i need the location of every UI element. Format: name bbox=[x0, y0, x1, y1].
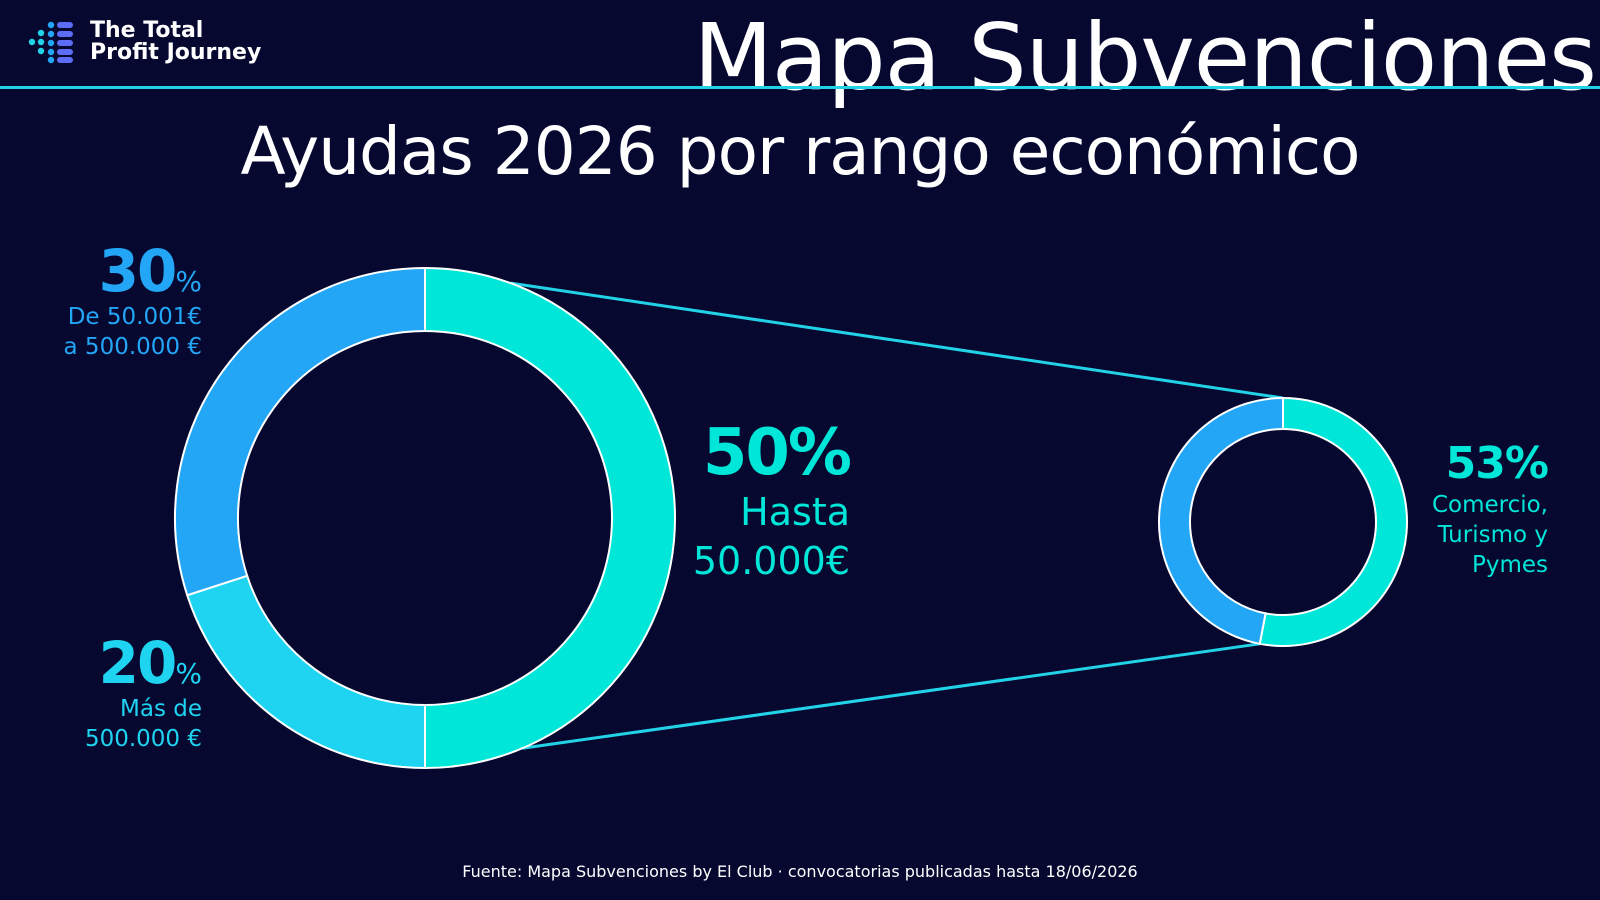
label-50-desc: Hasta 50.000€ bbox=[692, 490, 850, 583]
label-30-desc: De 50.001€ a 500.000 € bbox=[63, 304, 202, 360]
brand-name-line2: Profit Journey bbox=[90, 40, 262, 65]
brand-logo: The Total Profit Journey bbox=[28, 20, 261, 64]
breakdown-donut-slice-0 bbox=[1258, 396, 1408, 647]
breakdown-donut bbox=[1158, 396, 1408, 647]
chart-subtitle: Ayudas 2026 por rango económico bbox=[240, 113, 1360, 190]
label-20-percent: 20% Más de 500.000 € bbox=[85, 632, 202, 754]
header-divider bbox=[0, 86, 1600, 89]
main-donut-slice-0 bbox=[424, 266, 676, 770]
main-donut-slice-1 bbox=[185, 574, 426, 770]
main-donut bbox=[174, 266, 676, 770]
brand-name: The Total Profit Journey bbox=[90, 20, 261, 64]
label-50-percent: 50% Hasta 50.000€ bbox=[692, 416, 852, 586]
connector-line-1 bbox=[522, 642, 1260, 750]
brand-name-line1: The Total bbox=[90, 18, 204, 43]
label-53-value: 53% bbox=[1445, 438, 1549, 489]
label-30-percent: 30% De 50.001€ a 500.000 € bbox=[64, 240, 202, 362]
label-53-percent: 53% Comercio, Turismo y Pymes bbox=[1431, 438, 1549, 580]
label-20-desc: Más de 500.000 € bbox=[84, 696, 202, 752]
label-20-value: 20 bbox=[98, 629, 178, 697]
connector-lines bbox=[510, 281, 1284, 750]
label-30-value: 30 bbox=[98, 237, 178, 305]
label-50-value: 50% bbox=[702, 416, 852, 490]
dot-grid-icon bbox=[28, 21, 73, 64]
source-note: Fuente: Mapa Subvenciones by El Club · c… bbox=[462, 862, 1138, 881]
breakdown-donut-slice-1 bbox=[1158, 396, 1284, 645]
label-53-desc: Comercio, Turismo y Pymes bbox=[1431, 492, 1548, 578]
main-donut-slice-2 bbox=[174, 266, 426, 597]
label-20-symbol: % bbox=[175, 657, 202, 690]
page-title: Mapa Subvenciones bbox=[693, 4, 1597, 111]
connector-line-0 bbox=[510, 281, 1284, 400]
label-30-symbol: % bbox=[175, 265, 202, 298]
